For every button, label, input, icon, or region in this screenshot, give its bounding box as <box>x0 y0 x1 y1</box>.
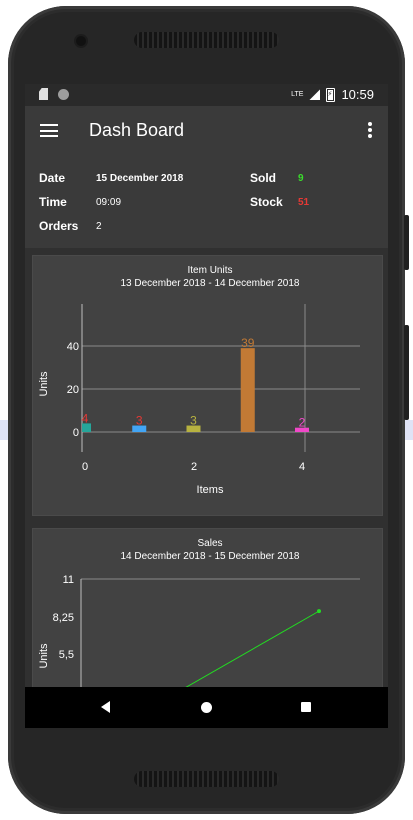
volume-button[interactable] <box>404 215 409 270</box>
app-screen: LTE 10:59 Dash Board Date 15 December 20… <box>25 84 388 728</box>
bar-value-label: 3 <box>190 414 197 428</box>
y-tick-label: 20 <box>67 384 79 396</box>
notification-dot-icon <box>58 88 69 100</box>
home-circle-icon[interactable] <box>201 702 212 713</box>
x-tick-label: 4 <box>299 461 305 473</box>
front-camera <box>76 36 86 46</box>
overflow-menu-icon[interactable] <box>368 122 372 138</box>
status-bar: LTE 10:59 <box>25 84 388 106</box>
navigation-bar <box>25 687 388 728</box>
bar-value-label: 4 <box>82 411 89 425</box>
sold-value: 9 <box>298 173 304 184</box>
bar <box>186 425 201 432</box>
status-time: 10:59 <box>341 87 374 102</box>
y-axis-label: Units <box>38 643 50 669</box>
y-axis-label: Units <box>38 371 50 397</box>
bar <box>295 427 309 432</box>
power-button[interactable] <box>404 325 409 420</box>
network-type: LTE <box>291 91 304 98</box>
top-speaker <box>134 32 279 48</box>
item-units-card: Item Units 13 December 2018 - 14 Decembe… <box>32 255 383 516</box>
battery-charging-icon <box>326 87 336 102</box>
bar-value-label: 39 <box>241 336 255 350</box>
chart-subtitle: 13 December 2018 - 14 December 2018 <box>121 278 300 289</box>
chart-title: Sales <box>197 538 222 549</box>
sd-card-icon <box>39 88 48 100</box>
date-label: Date <box>39 171 66 185</box>
time-value: 09:09 <box>96 197 122 208</box>
orders-label: Orders <box>39 219 79 233</box>
chart-subtitle: 14 December 2018 - 15 December 2018 <box>121 551 300 562</box>
bar-value-label: 2 <box>299 416 306 430</box>
data-point <box>317 609 321 614</box>
sold-label: Sold <box>250 171 276 185</box>
orders-value: 2 <box>96 221 102 232</box>
x-tick-label: 2 <box>191 461 197 473</box>
app-title: Dash Board <box>89 120 185 140</box>
y-tick-label: 40 <box>67 341 79 353</box>
bar <box>132 425 147 432</box>
back-triangle-icon[interactable] <box>101 701 110 713</box>
recents-square-icon[interactable] <box>301 702 311 712</box>
bar <box>82 423 91 432</box>
signal-icon <box>309 89 321 100</box>
bar-value-label: 3 <box>136 414 143 428</box>
stock-value: 51 <box>298 197 310 208</box>
date-value: 15 December 2018 <box>96 173 184 184</box>
item-units-chart: Item Units 13 December 2018 - 14 Decembe… <box>38 265 360 496</box>
chart-title: Item Units <box>187 265 232 276</box>
hamburger-menu-icon[interactable] <box>40 124 58 137</box>
y-tick-label: 5,5 <box>59 649 74 661</box>
y-tick-label: 11 <box>63 574 74 586</box>
bar-group: 4 3 3 39 2 <box>82 336 309 432</box>
bar <box>240 348 255 432</box>
app-bar: Dash Board <box>25 106 388 156</box>
x-tick-label: 0 <box>82 461 88 473</box>
summary-panel: Date 15 December 2018 Time 09:09 Orders … <box>25 156 388 248</box>
y-tick-label: 0 <box>73 427 79 439</box>
y-tick-label: 8,25 <box>53 612 74 624</box>
stock-label: Stock <box>250 195 283 209</box>
bottom-speaker <box>134 771 279 787</box>
x-axis-label: Items <box>197 484 224 496</box>
time-label: Time <box>39 195 67 209</box>
